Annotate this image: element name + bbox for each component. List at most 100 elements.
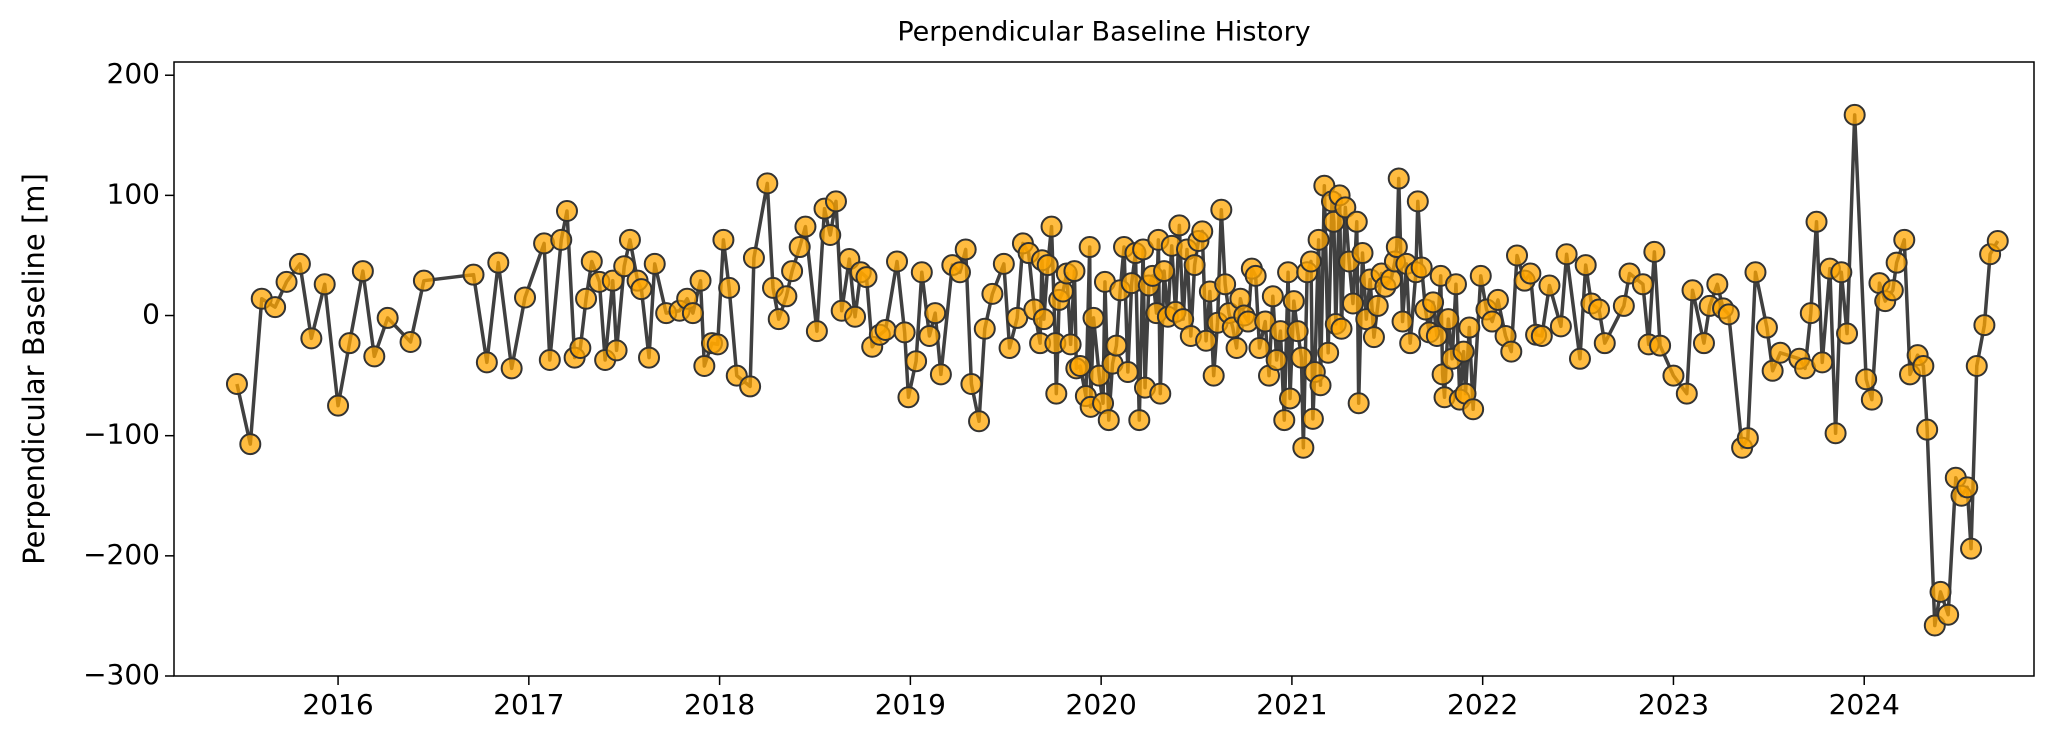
data-point (897, 386, 920, 409)
data-point (1040, 215, 1063, 238)
data-point (555, 199, 578, 222)
data-point (1322, 210, 1345, 233)
data-point (886, 250, 909, 273)
y-tick-label: −100 (83, 418, 160, 451)
data-point (1292, 436, 1315, 459)
data-point (1273, 409, 1296, 432)
data-point (992, 252, 1015, 275)
data-point (1481, 310, 1504, 333)
data-point (1519, 262, 1542, 285)
data-point (1530, 324, 1553, 347)
data-point (1675, 382, 1698, 405)
data-point (580, 250, 603, 273)
data-point (1153, 260, 1176, 283)
data-point (1769, 341, 1792, 364)
data-point (1082, 306, 1105, 329)
data-point (960, 373, 983, 396)
data-point (1105, 334, 1128, 357)
data-point (781, 260, 804, 283)
data-point (1681, 279, 1704, 302)
data-point (1462, 398, 1485, 421)
data-point (1210, 198, 1233, 221)
data-point (874, 318, 897, 341)
data-point (1717, 303, 1740, 326)
data-point (239, 433, 262, 456)
data-point (1006, 306, 1029, 329)
data-point (575, 287, 598, 310)
data-point (1811, 351, 1834, 374)
data-point (1662, 364, 1685, 387)
data-point (1279, 387, 1301, 410)
data-point (1986, 230, 2009, 253)
data-point (681, 302, 704, 325)
data-point (981, 282, 1004, 305)
data-point (605, 339, 628, 362)
data-point (1799, 302, 1822, 325)
y-tick-label: 0 (142, 298, 160, 331)
data-point (954, 238, 977, 261)
data-point (1649, 334, 1672, 357)
data-point (1893, 228, 1916, 251)
data-point (643, 252, 666, 275)
data-point (550, 228, 573, 251)
data-point (1385, 236, 1408, 259)
data-point (998, 336, 1021, 359)
data-point (1277, 261, 1300, 284)
data-point (275, 270, 298, 293)
data-point (1290, 346, 1313, 369)
data-point (1244, 264, 1267, 287)
data-point (1643, 240, 1666, 263)
data-point (1916, 418, 1939, 441)
data-point (1362, 326, 1385, 349)
data-point (1410, 256, 1433, 279)
data-point (1431, 363, 1454, 386)
data-point (300, 327, 323, 350)
y-axis-label: Perpendicular Baseline [m] (17, 173, 51, 565)
data-point (844, 305, 867, 328)
data-point (742, 246, 765, 269)
data-point (1366, 294, 1389, 317)
data-point (538, 348, 561, 371)
data-point (1588, 298, 1611, 321)
data-point (767, 308, 790, 331)
data-point (412, 269, 435, 292)
data-point (1437, 308, 1460, 331)
x-tick-label: 2024 (1829, 688, 1900, 721)
data-point (1069, 354, 1092, 377)
data-point (924, 302, 947, 325)
chart-title: Perpendicular Baseline History (897, 17, 1310, 48)
x-tick-label: 2019 (875, 688, 946, 721)
y-tick-label: 200 (107, 57, 160, 90)
data-point (1301, 407, 1324, 430)
data-point (500, 357, 523, 380)
y-tick-label: 100 (107, 177, 160, 210)
data-point (1965, 354, 1988, 377)
data-point (968, 410, 991, 433)
data-point (1444, 273, 1467, 296)
data-point (601, 269, 624, 292)
data-point (739, 375, 762, 398)
data-point (1486, 288, 1509, 311)
plot-frame (173, 61, 2035, 677)
data-point (1458, 316, 1481, 339)
data-point (462, 263, 485, 286)
data-point (1351, 242, 1374, 265)
data-point (855, 266, 878, 289)
data-point (1425, 324, 1448, 347)
data-point (1097, 409, 1120, 432)
data-point (1631, 273, 1654, 296)
data-point (1036, 254, 1059, 277)
data-point (1881, 279, 1904, 302)
data-point (1380, 268, 1403, 291)
data-point (819, 224, 842, 247)
data-point (1051, 280, 1074, 303)
data-point (1341, 292, 1364, 315)
data-point (1593, 332, 1616, 355)
data-point (893, 321, 916, 344)
data-point (1347, 392, 1370, 415)
x-tick-label: 2018 (684, 688, 755, 721)
data-point (905, 350, 928, 373)
x-tick-label: 2020 (1066, 688, 1137, 721)
data-point (630, 278, 653, 301)
data-point (1391, 310, 1414, 333)
